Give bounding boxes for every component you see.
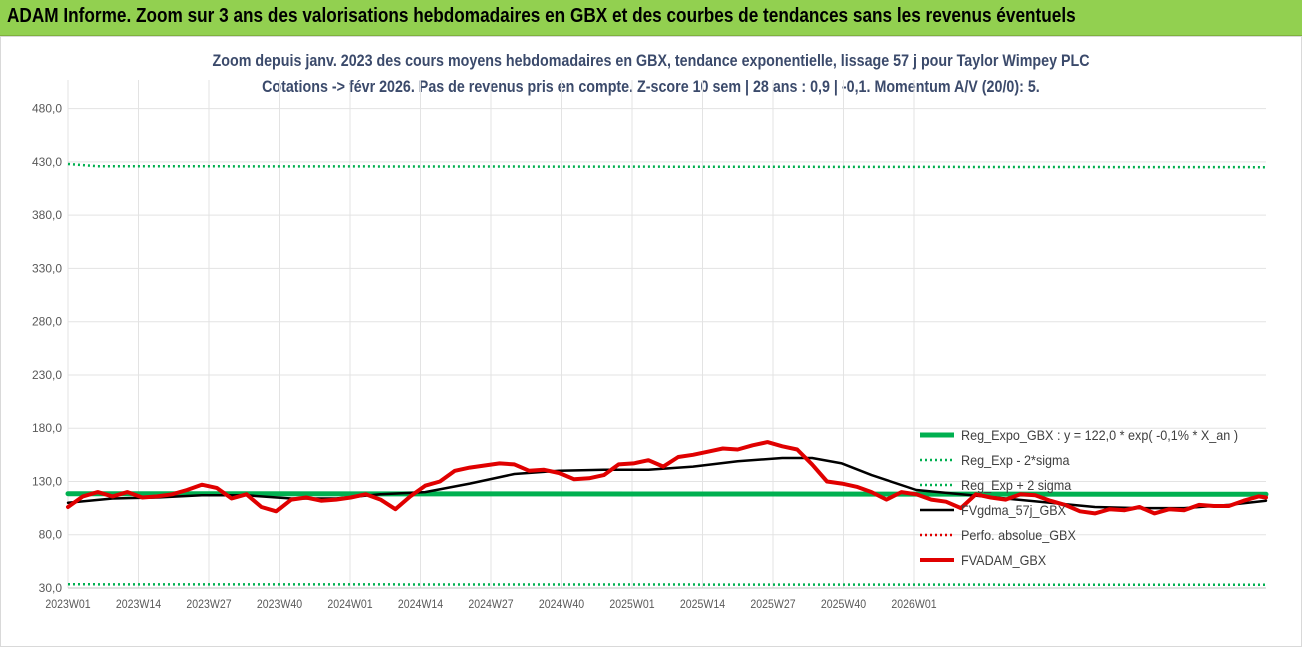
legend-swatch xyxy=(920,458,954,462)
series-line-2 xyxy=(67,162,1267,169)
series-line-1 xyxy=(67,583,1267,587)
y-tick-label: 380,0 xyxy=(32,208,62,222)
legend-label: FVADAM_GBX xyxy=(961,552,1047,568)
x-tick-label: 2024W14 xyxy=(398,598,443,611)
y-tick-label: 130,0 xyxy=(32,474,62,488)
legend-label: FVgdma_57j_GBX xyxy=(961,502,1067,518)
legend-swatch xyxy=(920,533,954,537)
report-banner: ADAM Informe. Zoom sur 3 ans des valoris… xyxy=(0,0,1302,36)
legend-swatch xyxy=(920,558,954,562)
legend-item: Reg_Exp + 2 sigma xyxy=(918,474,1278,499)
legend-item: FVgdma_57j_GBX xyxy=(918,499,1278,524)
chart-title: Zoom depuis janv. 2023 des cours moyens … xyxy=(212,51,1090,70)
y-axis-tick-labels: 30,0 80,0 130,0 180,0 230,0 280,0 330,0 380,0 43… xyxy=(32,102,62,595)
legend-label: Reg_Expo_GBX : y = 122,0 * exp( -0,1% * … xyxy=(961,427,1239,443)
legend-item: Reg_Expo_GBX : y = 122,0 * exp( -0,1% * … xyxy=(918,424,1278,449)
y-tick-label: 30,0 xyxy=(39,581,63,595)
legend-item: Perfo. absolue_GBX xyxy=(918,524,1278,549)
x-tick-label: 2024W01 xyxy=(327,598,372,611)
legend-label: Perfo. absolue_GBX xyxy=(961,527,1076,543)
x-tick-label: 2025W40 xyxy=(821,598,866,611)
report-banner-title: ADAM Informe. Zoom sur 3 ans des valoris… xyxy=(7,5,1076,27)
chart-subtitle: Cotations -> févr 2026. Pas de revenus p… xyxy=(262,77,1040,96)
legend-item: FVADAM_GBX xyxy=(918,549,1278,574)
legend-item: Reg_Exp - 2*sigma xyxy=(918,449,1278,474)
x-tick-label: 2023W14 xyxy=(116,598,161,611)
y-tick-label: 280,0 xyxy=(32,315,62,329)
legend-label: Reg_Exp + 2 sigma xyxy=(961,477,1072,493)
y-tick-label: 180,0 xyxy=(32,421,62,435)
x-axis-tick-labels: 2023W01 2023W14 2023W27 2023W40 2024W01 2024W… xyxy=(45,598,936,611)
x-tick-label: 2025W27 xyxy=(750,598,795,611)
x-tick-label: 2026W01 xyxy=(891,598,936,611)
x-tick-label: 2024W40 xyxy=(539,598,584,611)
y-tick-label: 230,0 xyxy=(32,368,62,382)
x-tick-label: 2025W01 xyxy=(609,598,654,611)
series-line-0 xyxy=(65,491,1269,497)
legend-swatch xyxy=(920,483,954,487)
series-line-5 xyxy=(66,440,1268,516)
legend-label: Reg_Exp - 2*sigma xyxy=(961,452,1070,468)
x-tick-label: 2023W01 xyxy=(45,598,90,611)
x-tick-label: 2023W40 xyxy=(257,598,302,611)
y-tick-label: 430,0 xyxy=(32,155,62,169)
legend-swatch xyxy=(920,432,954,438)
y-tick-label: 80,0 xyxy=(39,528,63,542)
legend-swatch xyxy=(920,508,954,512)
chart-legend: Reg_Expo_GBX : y = 122,0 * exp( -0,1% * … xyxy=(918,424,1278,574)
x-tick-label: 2025W14 xyxy=(680,598,725,611)
chart-series xyxy=(65,162,1269,587)
x-tick-label: 2024W27 xyxy=(468,598,513,611)
y-tick-label: 330,0 xyxy=(32,261,62,275)
x-tick-label: 2023W27 xyxy=(186,598,231,611)
y-tick-label: 480,0 xyxy=(32,102,62,116)
